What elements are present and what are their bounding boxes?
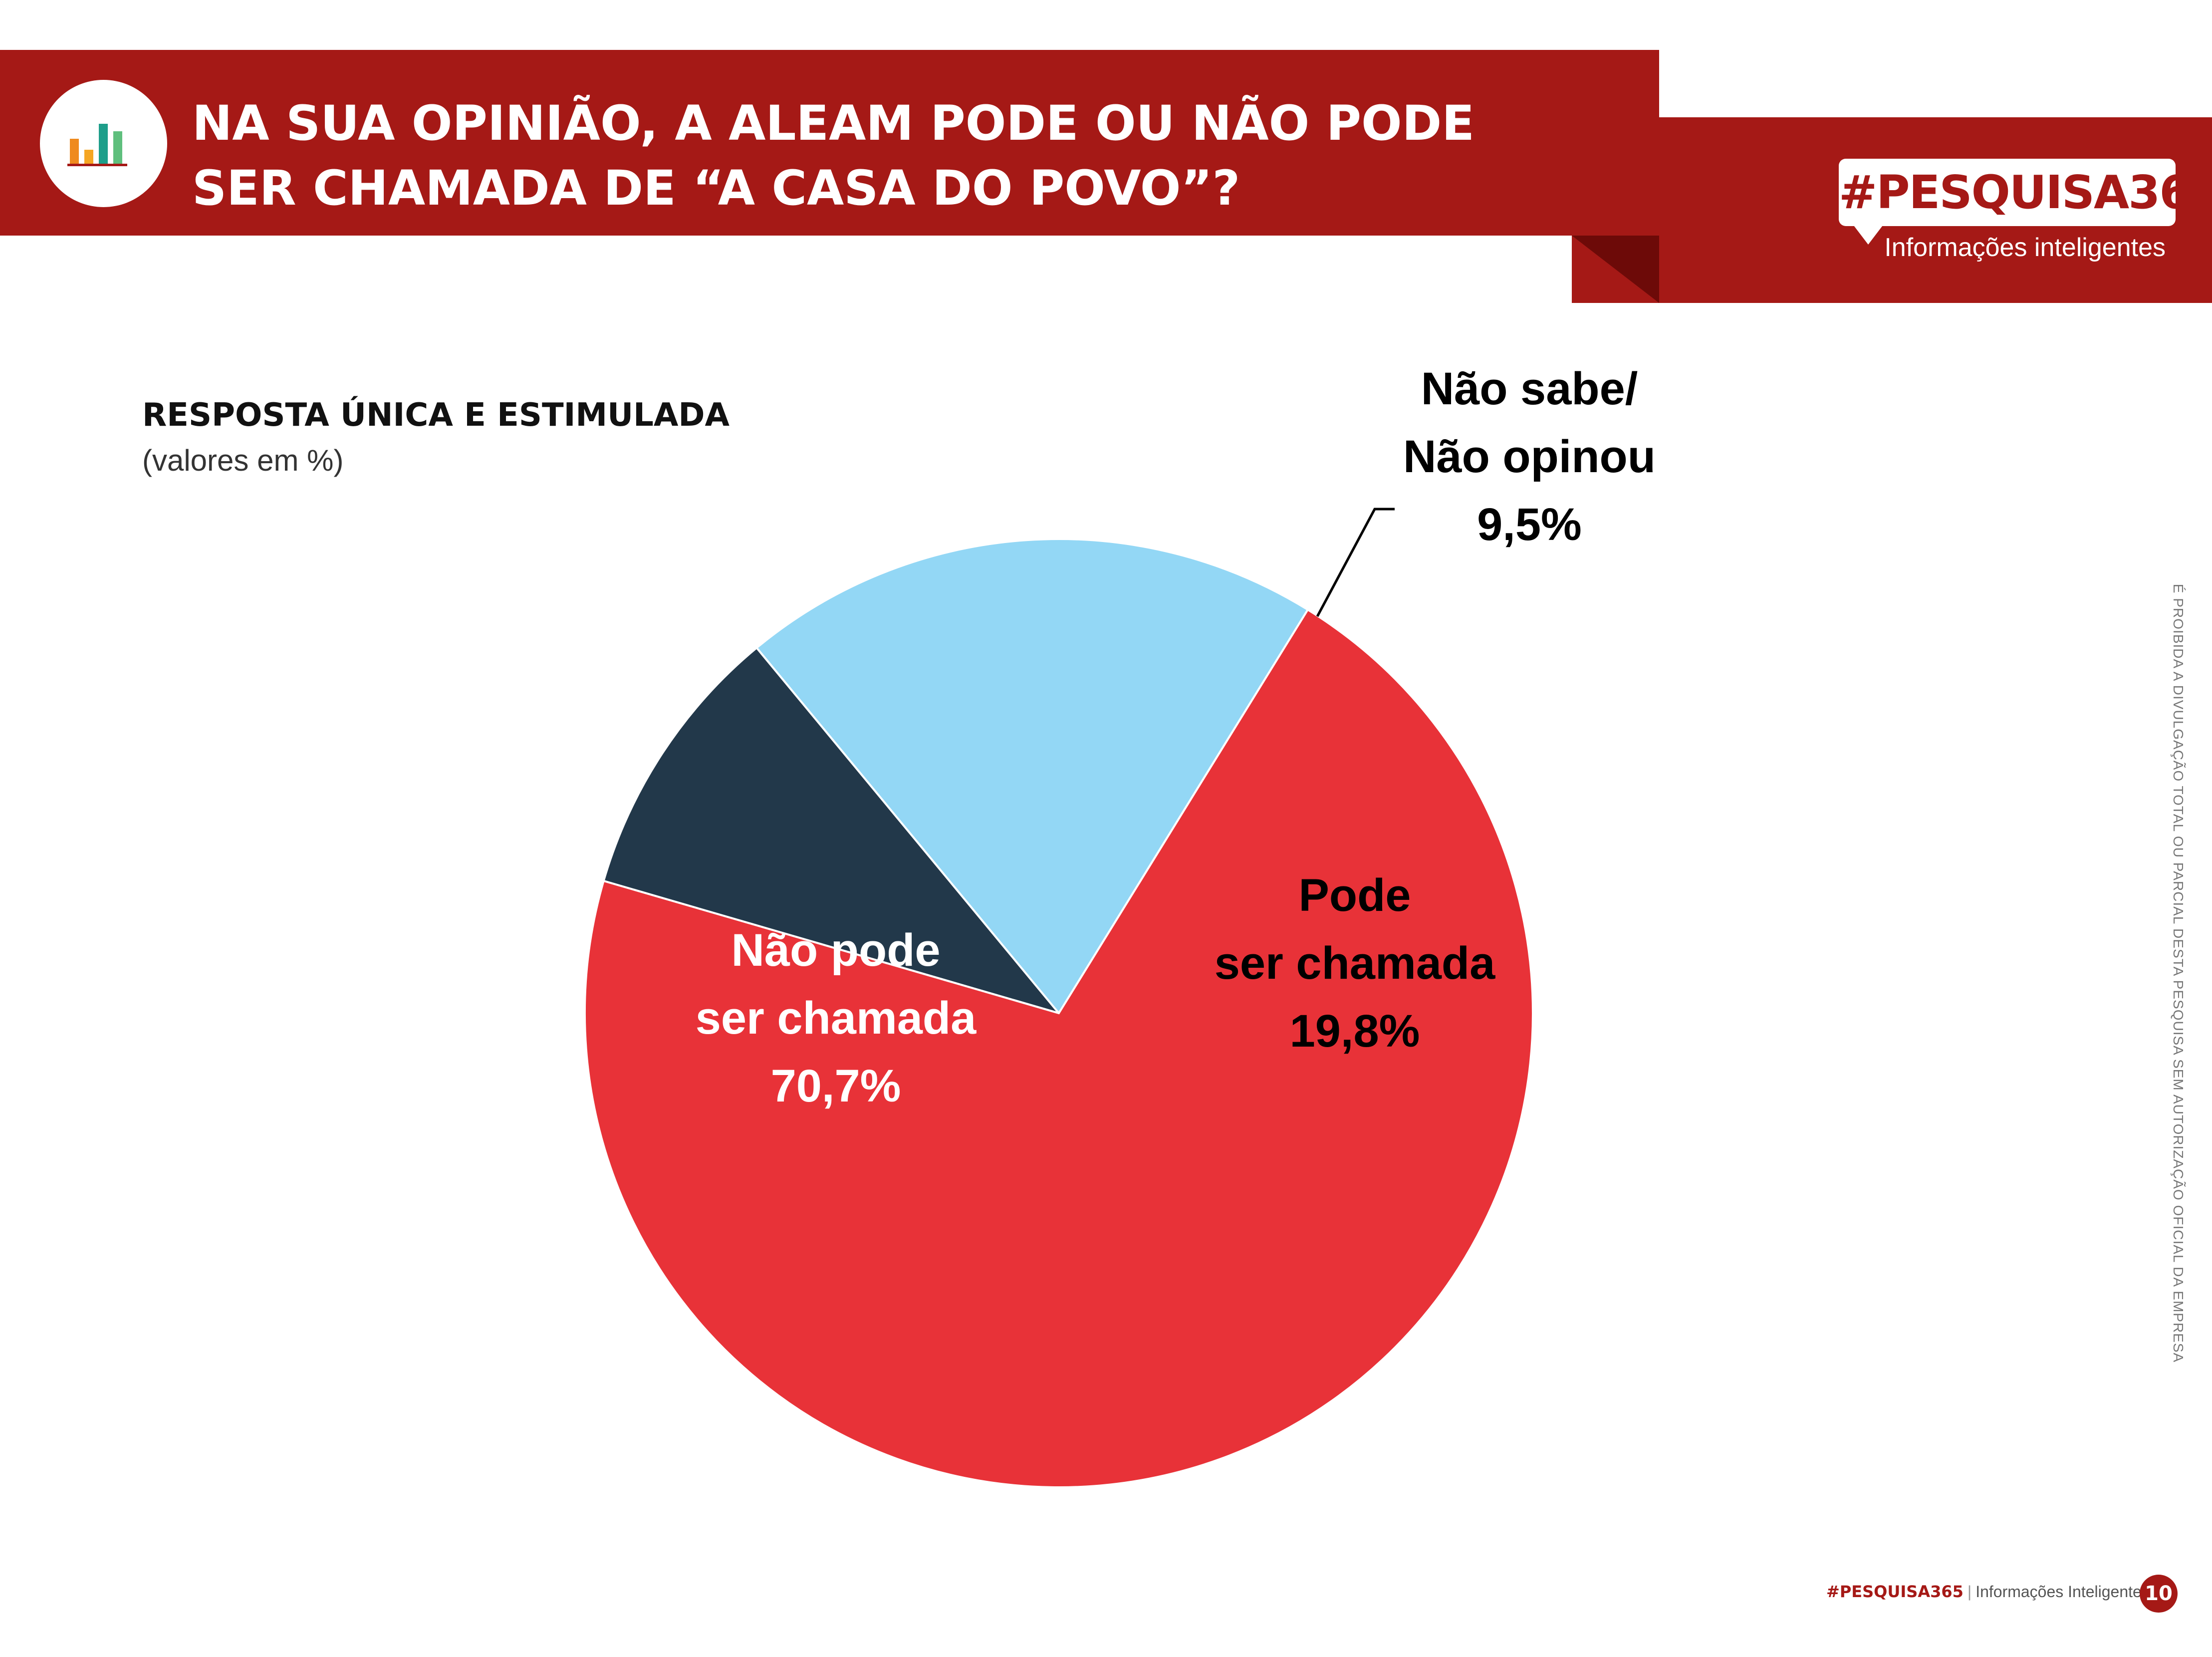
banner-fold [1572, 236, 1659, 303]
brand-logo: #PESQUISA365 [1839, 166, 2212, 219]
pie-slice-1 [602, 646, 1062, 1015]
slice-label-1: Não sabe/Não opinou 9,5% [1403, 363, 1656, 550]
slice-label-line-3-2: ser chamada [696, 993, 977, 1044]
footer-tagline: Informações Inteligentes [1975, 1583, 2150, 1601]
slice-label-2: Pode ser chamada 19,8% [1215, 870, 1495, 1057]
title-line-2: SER CHAMADA DE “A CASA DO POVO”? [192, 160, 1240, 216]
title-line-1: NA SUA OPINIÃO, A ALEAM PODE OU NÃO PODE [192, 95, 1475, 151]
chart-units-note: (valores em %) [142, 444, 344, 477]
slice-label-line-2-2: ser chamada [1215, 938, 1495, 989]
slice-value-1: 9,5% [1477, 499, 1582, 550]
logo-badge-tail [1852, 224, 1884, 245]
footer: #PESQUISA365 | Informações Inteligentes [1826, 1582, 2150, 1601]
pie-slice-2 [755, 538, 1309, 1015]
slice-value-2: 19,8% [1290, 1006, 1420, 1057]
slice-label-line-3-1: Não pode [731, 925, 940, 976]
footer-brand: #PESQUISA365 [1826, 1582, 1964, 1601]
slice-label-line-2-1: Pode [1299, 870, 1411, 921]
chart-subtitle: RESPOSTA ÚNICA E ESTIMULADA [142, 397, 730, 434]
leader-line [1316, 508, 1395, 617]
slice-label-3: Não pode ser chamada 70,7% [696, 925, 977, 1111]
logo-badge [1839, 159, 2176, 226]
bar-chart-icon [40, 80, 167, 207]
page-number: 10 [2140, 1575, 2178, 1613]
brand-tagline: Informações inteligentes [1884, 233, 2166, 262]
slice-label-line-1-2: Não opinou [1403, 431, 1656, 482]
slice-value-3: 70,7% [771, 1061, 901, 1111]
page-title: NA SUA OPINIÃO, A ALEAM PODE OU NÃO PODE… [192, 91, 1589, 221]
slice-label-line-1-1: Não sabe/ [1421, 363, 1638, 414]
footer-separator: | [1967, 1583, 1972, 1601]
header-banner [0, 50, 1659, 236]
pie-slice-3 [584, 608, 1534, 1489]
